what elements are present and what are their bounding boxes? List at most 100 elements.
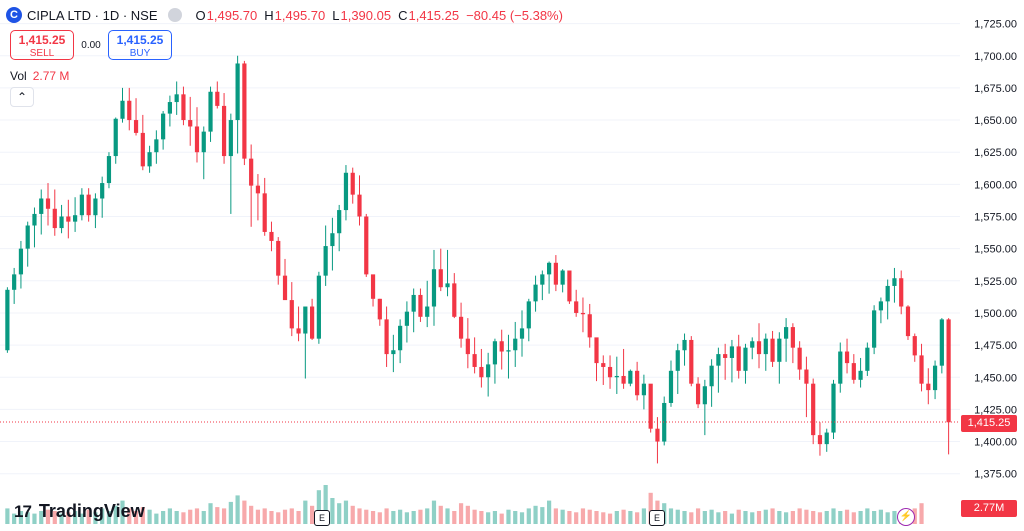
volume-bar	[269, 511, 274, 524]
volume-bar	[580, 508, 586, 524]
candle-body	[872, 310, 877, 348]
candle-body	[127, 100, 132, 121]
candle-body	[221, 105, 227, 157]
volume-legend-value: 2.77 M	[32, 69, 70, 83]
candle-body	[404, 311, 409, 326]
symbol-title[interactable]: CIPLA LTD · 1D · NSE	[27, 7, 158, 23]
volume-bar	[330, 498, 335, 524]
candle-body	[689, 339, 694, 384]
candle-body	[790, 327, 795, 348]
price-tick-label: 1,500.00	[974, 308, 1017, 320]
volume-bar	[458, 503, 464, 524]
collapse-legend-button[interactable]: ⌃	[10, 87, 34, 107]
buy-button[interactable]: 1,415.25 BUY	[108, 30, 172, 60]
candle-body	[262, 193, 267, 232]
open-label: O	[195, 7, 206, 23]
candle-body	[750, 341, 755, 348]
volume-bar	[892, 511, 897, 524]
candle-body	[391, 350, 396, 355]
volume-bar	[120, 500, 125, 524]
candle-body	[12, 274, 17, 290]
volume-bar	[519, 512, 525, 524]
candle-body	[858, 370, 863, 380]
candle-body	[905, 306, 911, 337]
volume-tag: 2.77M	[961, 500, 1017, 517]
volume-bar	[506, 509, 511, 524]
candle-body	[255, 185, 261, 194]
market-status-icon[interactable]	[167, 8, 182, 22]
volume-bar	[763, 509, 768, 524]
candle-body	[506, 350, 511, 352]
candle-body	[316, 275, 321, 339]
tradingview-logo-icon: 17	[14, 501, 32, 521]
volume-bar	[384, 508, 389, 524]
volume-bar	[438, 505, 443, 524]
candle-body	[370, 274, 376, 299]
volume-bar	[628, 511, 633, 524]
candle-body	[86, 194, 91, 216]
volume-bar	[5, 508, 10, 524]
volume-bar	[100, 508, 105, 524]
volume-bar	[465, 505, 470, 524]
candle-body	[418, 294, 423, 317]
volume-bar	[750, 512, 755, 524]
candle-body	[817, 435, 823, 445]
candle-body	[560, 270, 565, 285]
candle-body	[208, 91, 213, 132]
volume-bar	[289, 508, 294, 524]
candle-body	[201, 131, 206, 153]
candle-body	[892, 278, 897, 286]
volume-bar	[729, 513, 735, 524]
volume-bar	[52, 511, 57, 524]
volume-bar	[716, 512, 721, 524]
price-tick-label: 1,600.00	[974, 179, 1017, 191]
candle-body	[425, 306, 430, 317]
earnings-event-marker[interactable]: E	[649, 510, 665, 526]
volume-bar	[398, 509, 403, 524]
candle-body	[343, 172, 349, 211]
price-axis[interactable]: 1,725.00 1,700.00 1,675.00 1,650.00 1,625.00…	[974, 19, 1017, 481]
candle-body	[899, 278, 904, 307]
volume-bar	[45, 509, 51, 524]
candle-body	[188, 120, 193, 127]
candle-body	[709, 365, 714, 387]
lightning-icon[interactable]: ⚡	[897, 508, 915, 526]
candle-body	[357, 194, 362, 217]
high-label: H	[264, 7, 274, 23]
close-label: C	[398, 7, 408, 23]
volume-bar	[323, 485, 328, 524]
price-tick-label: 1,700.00	[974, 51, 1017, 63]
candle-body	[215, 91, 220, 106]
volume-bar	[249, 505, 254, 524]
candle-body	[513, 338, 518, 351]
sell-price: 1,415.25	[18, 33, 66, 47]
candle-body	[662, 402, 667, 442]
volume-bar	[310, 505, 315, 524]
volume-bar	[445, 508, 450, 524]
price-tick-label: 1,375.00	[974, 469, 1017, 481]
candle-body	[330, 233, 335, 247]
candle-body	[106, 156, 112, 184]
candle-body	[194, 126, 200, 153]
candle-body	[45, 198, 51, 209]
tradingview-wordmark: TradingView	[38, 501, 145, 521]
volume-bar	[12, 513, 17, 524]
volume-bar	[668, 508, 674, 524]
candle-body	[844, 351, 850, 364]
tradingview-brand[interactable]: 17 TradingView	[14, 501, 145, 522]
candle-body	[756, 341, 762, 355]
candle-body	[635, 370, 640, 396]
volume-bar	[865, 508, 870, 524]
earnings-event-marker[interactable]: E	[314, 510, 330, 526]
candle-body	[167, 102, 172, 114]
candle-body	[235, 63, 240, 121]
symbol-header: C CIPLA LTD · 1D · NSE O 1,495.70 H 1,495.…	[6, 4, 570, 26]
sell-button[interactable]: 1,415.25 SELL	[10, 30, 74, 60]
candle-body	[296, 328, 301, 334]
candle-body	[526, 301, 531, 329]
candle-body	[540, 274, 545, 285]
volume-bar	[858, 511, 863, 524]
candle-body	[66, 216, 71, 222]
volume-bar	[702, 511, 707, 524]
